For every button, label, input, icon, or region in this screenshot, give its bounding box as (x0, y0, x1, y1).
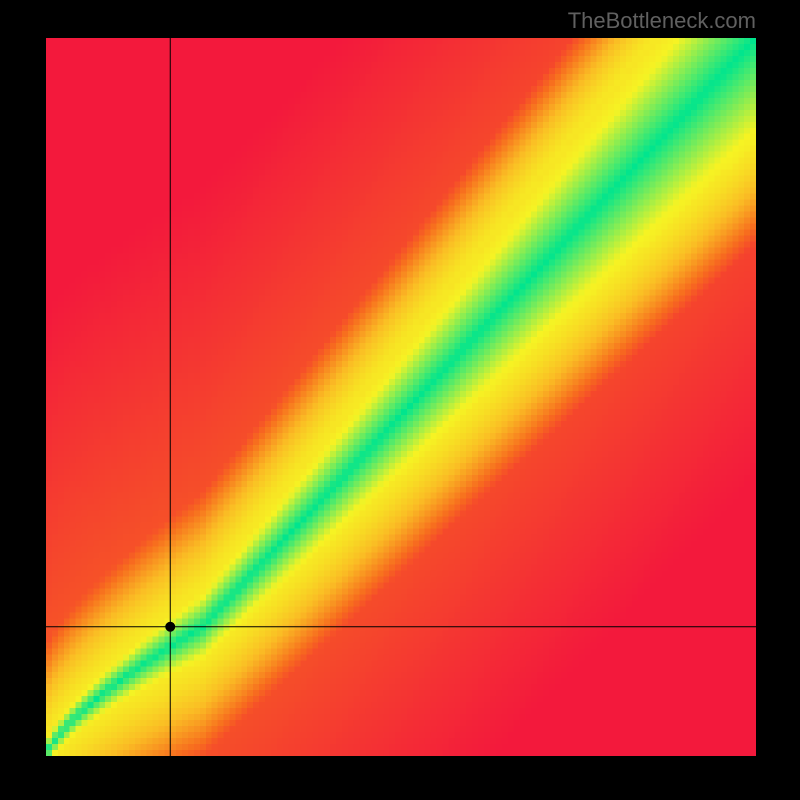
chart-container: TheBottleneck.com (0, 0, 800, 800)
heatmap-canvas (46, 38, 756, 756)
watermark-text: TheBottleneck.com (568, 8, 756, 34)
